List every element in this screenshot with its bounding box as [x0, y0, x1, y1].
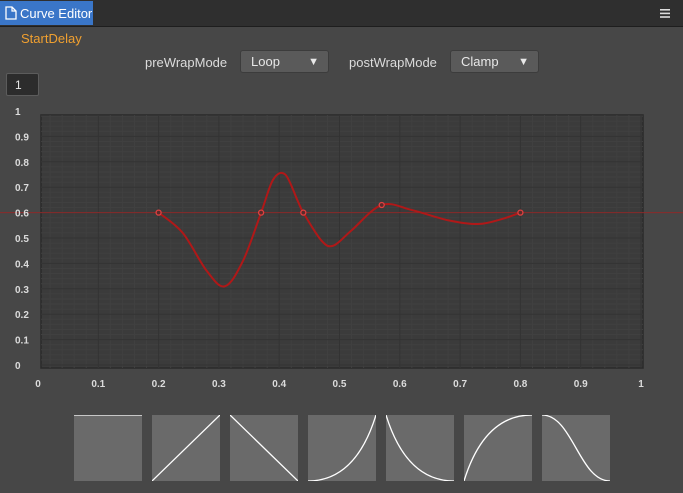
ease-in-out-down-icon	[542, 415, 610, 481]
y-tick-label: 0.7	[15, 183, 29, 194]
post-wrap-mode-label: postWrapMode	[349, 55, 437, 70]
x-tick-label: 0	[35, 379, 41, 390]
preset-ease-out[interactable]	[464, 415, 532, 481]
preset-ease-in-down[interactable]	[386, 415, 454, 481]
pre-wrap-mode-label: preWrapMode	[145, 55, 228, 70]
curve-name-label: StartDelay	[21, 31, 82, 46]
x-tick-label: 0.4	[272, 379, 286, 390]
ease-in-down-icon	[386, 415, 454, 481]
menu-button[interactable]	[657, 5, 673, 21]
y-tick-label: 0.8	[15, 158, 29, 169]
x-tick-label: 0.6	[393, 379, 407, 390]
preset-ease-in-out-down[interactable]	[542, 415, 610, 481]
hamburger-menu-icon	[660, 8, 670, 18]
plot-area[interactable]	[40, 114, 644, 369]
x-tick-label: 1	[638, 379, 644, 390]
y-tick-label: 1	[15, 107, 21, 118]
title-bar: Curve Editor	[0, 0, 683, 27]
post-wrap-mode-value: Clamp	[461, 54, 499, 69]
x-tick-label: 0.2	[152, 379, 166, 390]
post-wrap-mode-dropdown[interactable]: Clamp ▼	[450, 50, 539, 73]
keyframe-point[interactable]	[517, 209, 524, 216]
keyframe-point[interactable]	[378, 201, 385, 209]
y-tick-label: 0.4	[15, 259, 29, 270]
x-tick-label: 0.1	[91, 379, 105, 390]
linear-down-icon	[230, 415, 298, 481]
y-tick-label: 0.6	[15, 209, 29, 220]
linear-up-icon	[152, 415, 220, 481]
y-tick-label: 0.5	[15, 234, 29, 245]
pre-wrap-mode-value: Loop	[251, 54, 280, 69]
y-tick-label: 0.2	[15, 310, 29, 321]
x-tick-label: 0.5	[333, 379, 347, 390]
document-icon	[5, 6, 17, 20]
y-tick-label: 0	[15, 361, 21, 372]
y-tick-label: 0.9	[15, 132, 29, 143]
x-tick-label: 0.3	[212, 379, 226, 390]
chevron-down-icon: ▼	[518, 56, 529, 68]
tab-curve-editor[interactable]: Curve Editor	[0, 1, 93, 25]
x-tick-label: 0.7	[453, 379, 467, 390]
chevron-down-icon: ▼	[308, 56, 319, 68]
curve-editor-canvas[interactable]: 0 0.1 0.2 0.3 0.4 0.5 0.6 0.7 0.8 0.9 1 0 0.1 0.2 0.3…	[0, 0, 683, 400]
ease-out-icon	[464, 415, 532, 481]
preset-linear-up[interactable]	[152, 415, 220, 481]
preset-ease-in[interactable]	[308, 415, 376, 481]
keyframe-point[interactable]	[257, 209, 265, 216]
y-tick-label: 0.1	[15, 336, 29, 347]
pre-wrap-mode-dropdown[interactable]: Loop ▼	[240, 50, 329, 73]
x-tick-label: 0.9	[574, 379, 588, 390]
y-max-input[interactable]	[6, 73, 39, 96]
constant-curve-icon	[74, 415, 142, 416]
x-tick-label: 0.8	[513, 379, 527, 390]
preset-linear-down[interactable]	[230, 415, 298, 481]
y-tick-label: 0.3	[15, 285, 29, 296]
keyframe-point[interactable]	[300, 209, 307, 216]
ease-in-icon	[308, 415, 376, 481]
preset-constant[interactable]	[74, 415, 142, 481]
tab-title: Curve Editor	[20, 5, 93, 21]
keyframe-point[interactable]	[155, 209, 162, 216]
